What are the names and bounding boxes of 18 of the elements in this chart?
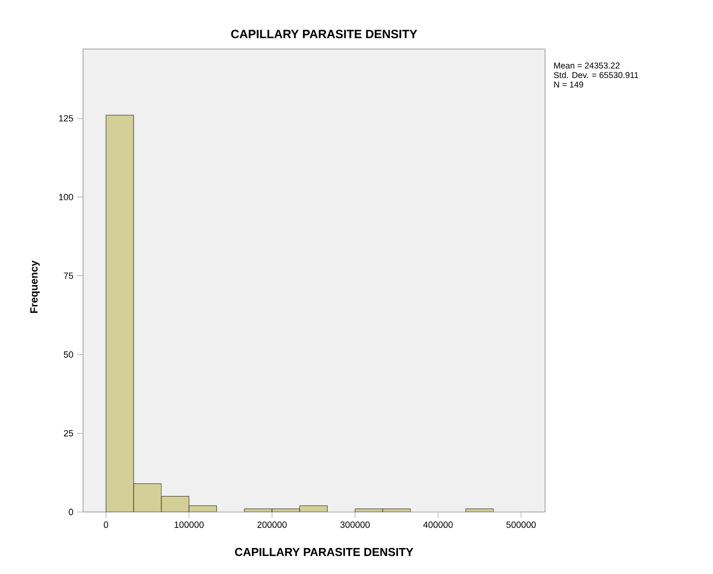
x-tick-label: 200000 [257, 522, 287, 528]
x-tick-label: 0 [104, 522, 108, 528]
y-axis-title: Frequency [30, 260, 40, 313]
text: N = 149 [554, 82, 584, 88]
x-axis-title: CAPILLARY PARASITE DENSITY [235, 548, 414, 556]
y-tick-label: 25 [64, 430, 74, 436]
text: Mean = 24353.22 [554, 62, 620, 69]
x-tick-label: 400000 [423, 522, 453, 528]
y-tick-label: 125 [59, 115, 74, 122]
y-tick-label: 50 [64, 351, 74, 358]
y-tick-label: 0 [68, 508, 74, 516]
chart-title: CAPILLARY PARASITE DENSITY [231, 30, 418, 38]
x-tick-label: 300000 [340, 522, 370, 528]
x-tick-label: 500000 [506, 522, 536, 528]
y-tick-label: 100 [59, 194, 74, 200]
text: Std. Dev. = 65530.911 [554, 72, 638, 78]
x-tick-label: 100000 [174, 522, 204, 528]
y-tick-label: 75 [64, 272, 74, 279]
